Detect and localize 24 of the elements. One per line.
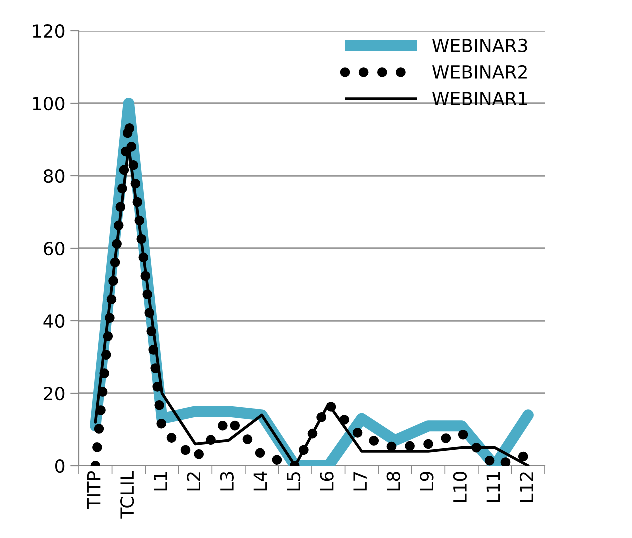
x-tick-label: L11 [486,472,500,502]
x-tick-label: L8 [386,472,400,491]
y-tick-label: 40 [44,314,65,328]
y-tick-label: 60 [44,242,65,256]
y-tick-label: 80 [44,169,65,184]
y-tick-label: 120 [33,24,65,38]
x-tick-label: L12 [520,472,534,502]
x-tick-label: L9 [420,472,434,491]
x-tick-label: L3 [220,472,234,491]
x-tick-label: L7 [354,472,367,491]
y-tick-label: 100 [33,96,65,111]
x-tick-label: L4 [254,472,268,491]
y-tick-label: 20 [44,386,65,401]
x-tick-label: L2 [187,472,200,491]
x-tick-label: L1 [154,472,168,491]
y-tick-label: 0 [56,459,65,474]
x-tick-label: L5 [287,472,301,491]
x-tick-label: L10 [453,472,468,502]
legend-label: WEBINAR3 [432,38,528,53]
x-tick-label: L6 [320,472,334,491]
x-tick-label: TCLIL [120,470,134,519]
legend-label: WEBINAR2 [432,65,527,79]
legend-label: WEBINAR1 [432,92,528,106]
x-tick-label: TITP [87,471,101,510]
